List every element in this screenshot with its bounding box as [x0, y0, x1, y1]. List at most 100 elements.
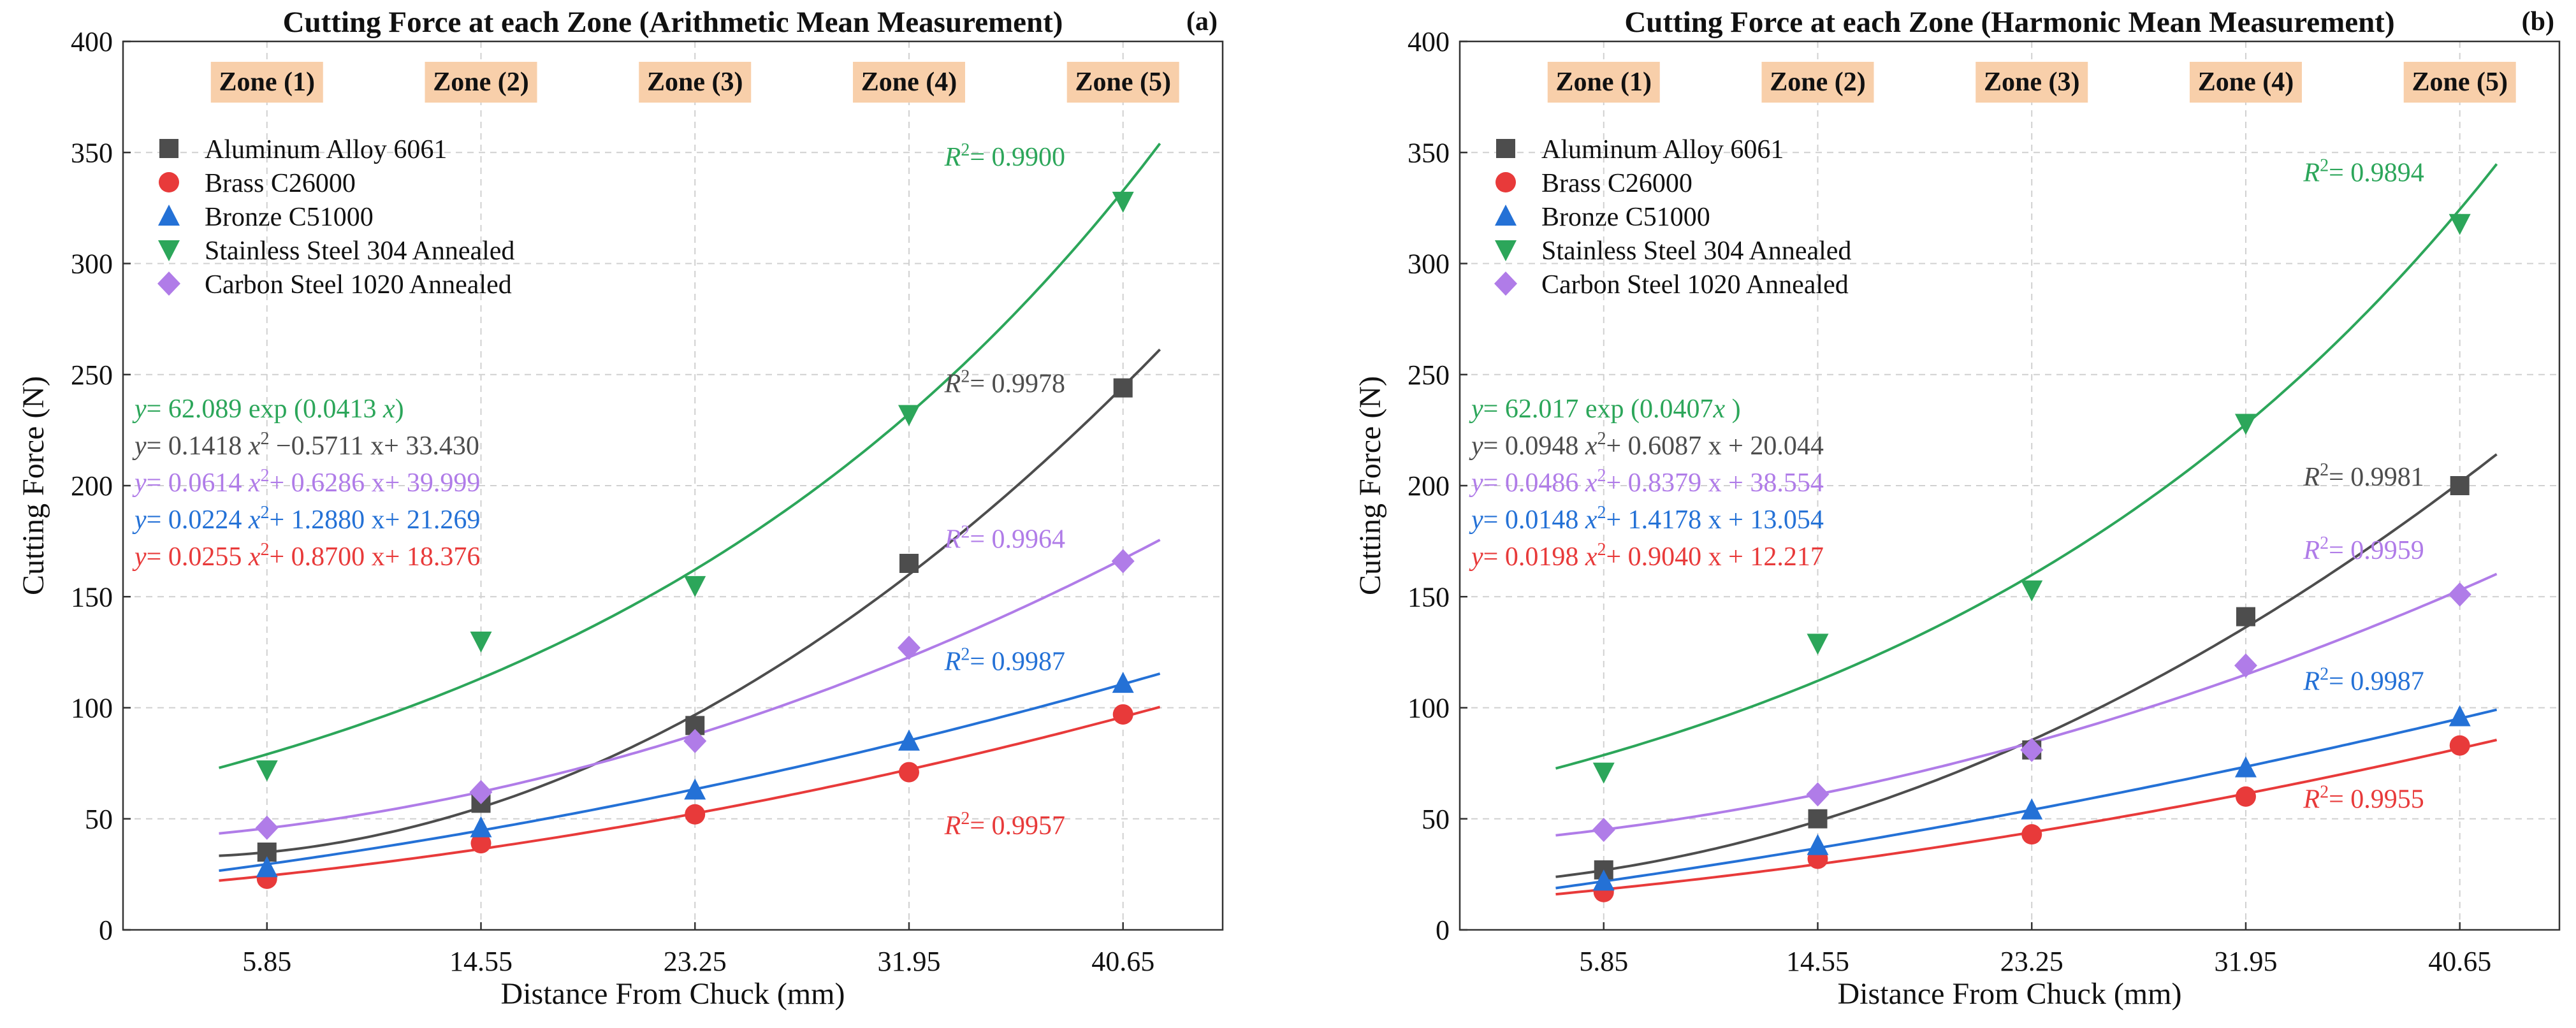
equation-prefix: = 0.0614	[147, 468, 249, 498]
equation-rest: + 1.2880 x+ 21.269	[270, 505, 481, 535]
y-tick-label: 350	[1408, 137, 1450, 168]
x-tick-label: 5.85	[242, 946, 291, 977]
fit-equation: y= 62.017 exp (0.0407x )	[1469, 395, 1741, 424]
panel-label: (a)	[1186, 7, 1218, 36]
r-exponent: 2	[2320, 156, 2329, 176]
fit-equation: y= 62.089 exp (0.0413 x)	[132, 395, 404, 424]
r-squared-value: = 0.9955	[2329, 785, 2424, 814]
chart-panel-b: 0 50 100 150 200 250 300 350 400 5.85 14.55 23.25 31…	[1353, 6, 2561, 1011]
r-squared-value: = 0.9978	[970, 370, 1065, 399]
data-point	[2234, 414, 2257, 435]
data-point	[256, 856, 278, 878]
r-symbol: R	[2303, 159, 2320, 188]
data-point	[2449, 214, 2471, 235]
r-squared-value: = 0.9981	[2329, 463, 2424, 492]
chart-panel-a: 0 50 100 150 200 250 300 350 400 5.85 14.55 23.25 31…	[17, 6, 1224, 1011]
equation-exponent: 2	[1597, 503, 1606, 523]
x-axis-label: Distance From Chuck (mm)	[501, 977, 845, 1011]
fit-curve-3	[218, 142, 1161, 769]
data-point	[1112, 191, 1134, 213]
chart-title: Cutting Force at each Zone (Arithmetic M…	[283, 6, 1063, 39]
r-squared-label: R2= 0.9978	[944, 367, 1065, 399]
data-point	[1113, 378, 1133, 398]
fit-equation: y= 0.0148 x2+ 1.4178 x + 13.054	[1469, 503, 1824, 535]
legend-entry: Brass C26000	[205, 169, 356, 198]
equation-x: x	[1585, 468, 1597, 498]
r-exponent: 2	[2320, 665, 2329, 684]
legend-entry: Aluminum Alloy 6061	[205, 135, 447, 164]
r-squared-label: R2= 0.9900	[944, 140, 1065, 172]
data-point	[2234, 653, 2257, 678]
y-axis-label: Cutting Force (N)	[17, 376, 50, 595]
equation-x: x	[1585, 542, 1597, 572]
legend-marker	[1495, 172, 1516, 192]
equation-y: y	[132, 468, 147, 498]
x-tick-label: 5.85	[1579, 946, 1628, 977]
legend-entry: Stainless Steel 304 Annealed	[205, 236, 514, 266]
zone-label: Zone (2)	[1770, 68, 1866, 97]
y-tick-label: 150	[71, 581, 113, 612]
x-tick-label: 40.65	[1091, 946, 1154, 977]
x-tick-label: 14.55	[1786, 946, 1849, 977]
equation-x: x	[382, 395, 395, 424]
chart-title: Cutting Force at each Zone (Harmonic Mea…	[1624, 6, 2394, 39]
r-squared-label: R2= 0.9987	[2303, 665, 2424, 697]
r-exponent: 2	[2320, 782, 2329, 802]
equation-rest: )	[1725, 395, 1741, 424]
y-tick-label: 400	[71, 26, 113, 57]
equation-exponent: 2	[261, 503, 270, 523]
equation-rest: + 0.9040 x + 12.217	[1606, 542, 1824, 572]
r-squared-label: R2= 0.9957	[944, 809, 1065, 841]
r-symbol: R	[944, 143, 961, 172]
equation-exponent: 2	[261, 429, 270, 449]
y-tick-label: 0	[1436, 915, 1450, 946]
equation-prefix: = 0.0255	[147, 542, 249, 572]
equation-y: y	[1469, 395, 1483, 424]
data-point	[255, 815, 279, 840]
equation-exponent: 2	[261, 540, 270, 560]
fit-equation: y= 0.0948 x2+ 0.6087 x + 20.044	[1469, 429, 1824, 461]
equation-y: y	[132, 395, 147, 424]
equation-rest: )	[395, 395, 404, 424]
legend-entry: Brass C26000	[1541, 169, 1692, 198]
r-symbol: R	[944, 370, 961, 399]
panel-label: (b)	[2522, 7, 2554, 36]
data-point	[1592, 818, 1615, 843]
y-tick-label: 300	[1408, 249, 1450, 280]
legend-marker	[158, 205, 180, 226]
fit-equation: y= 0.0224 x2+ 1.2880 x+ 21.269	[132, 503, 480, 535]
legend-entry: Carbon Steel 1020 Annealed	[1541, 270, 1849, 300]
data-point	[256, 760, 278, 782]
equation-rest: + 0.6087 x + 20.044	[1606, 431, 1824, 461]
fit-equation: y= 0.0255 x2+ 0.8700 x+ 18.376	[132, 540, 480, 572]
equation-x: x	[248, 505, 261, 535]
legend-marker	[158, 240, 180, 261]
equation-y: y	[1469, 505, 1483, 535]
r-squared-label: R2= 0.9959	[2303, 533, 2424, 565]
r-symbol: R	[2303, 463, 2320, 492]
r-squared-value: = 0.9957	[970, 811, 1065, 841]
r-squared-value: = 0.9987	[2329, 667, 2424, 697]
fit-curve-3	[1555, 163, 2498, 770]
zone-label-box	[1976, 62, 2088, 103]
equation-y: y	[1469, 542, 1483, 572]
data-point	[2021, 580, 2043, 602]
data-point	[684, 576, 706, 597]
data-point	[1808, 809, 1828, 829]
y-tick-label: 150	[1408, 581, 1450, 612]
equation-rest: + 0.8379 x + 38.554	[1606, 468, 1824, 498]
r-squared-value: = 0.9900	[970, 143, 1065, 172]
data-point	[2235, 786, 2256, 807]
y-tick-label: 400	[1408, 26, 1450, 57]
r-symbol: R	[2303, 667, 2320, 697]
equation-x: x	[1585, 431, 1597, 461]
equation-prefix: = 0.0148	[1483, 505, 1585, 535]
y-axis-label: Cutting Force (N)	[1353, 376, 1387, 595]
fit-curve-0	[219, 349, 1161, 857]
r-squared-value: = 0.9894	[2329, 159, 2424, 188]
equation-y: y	[132, 431, 147, 461]
equation-y: y	[1469, 468, 1483, 498]
legend-entry: Stainless Steel 304 Annealed	[1541, 236, 1851, 266]
data-point	[2236, 607, 2255, 626]
